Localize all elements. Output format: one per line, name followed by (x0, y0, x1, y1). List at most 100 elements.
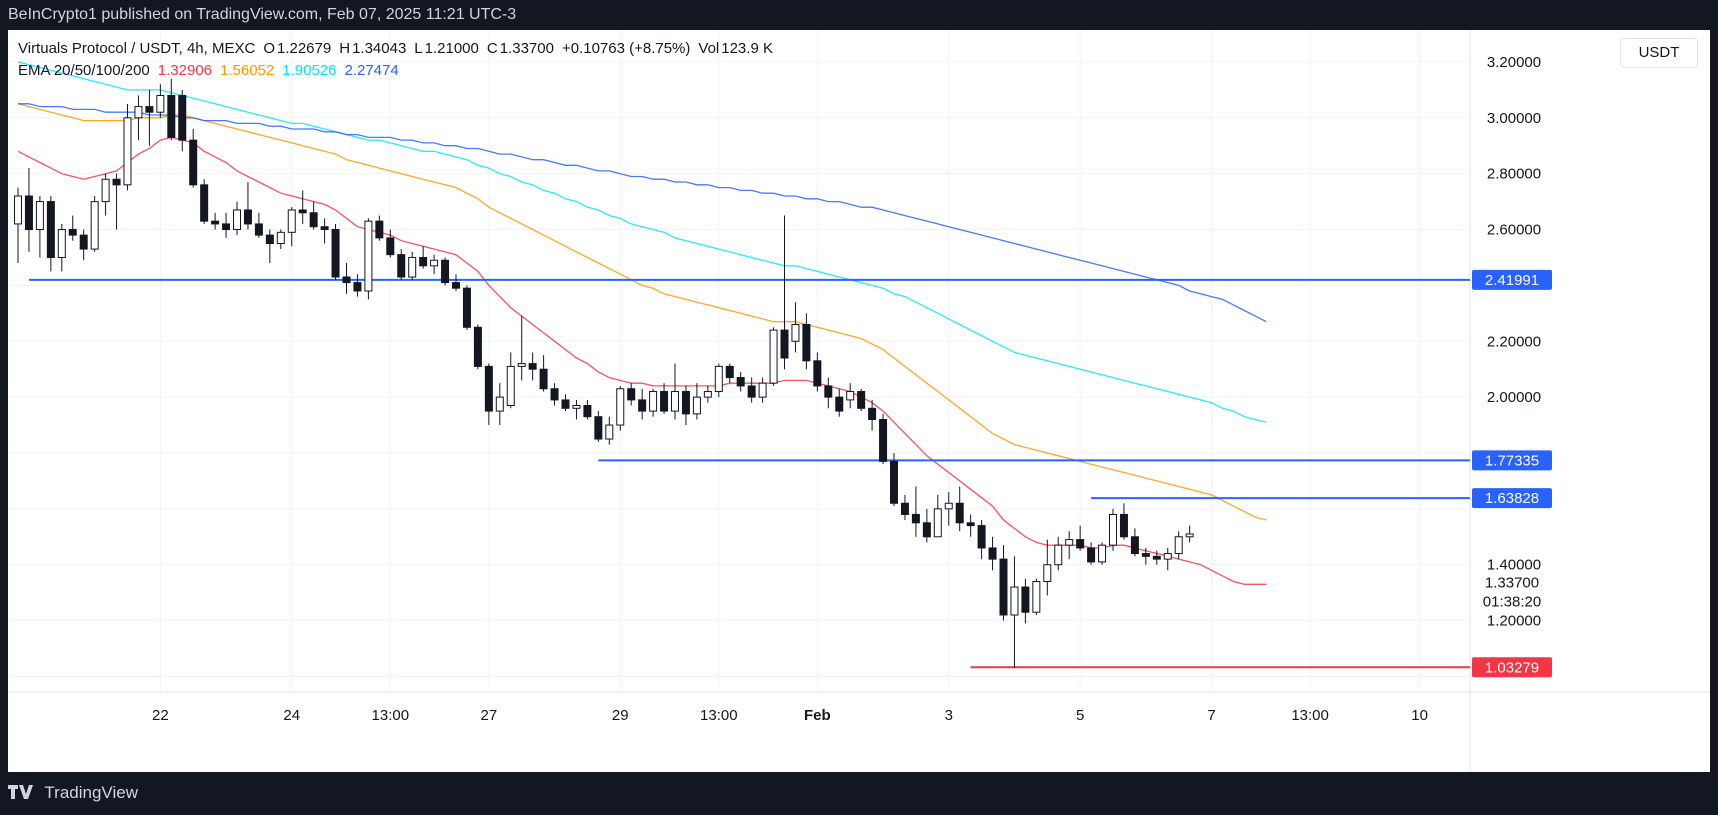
price-chart[interactable]: 3.20000 3.00000 2.80000 2.60000 2.20000 2.000… (8, 30, 1710, 772)
candle-body (430, 259, 439, 267)
chart-legend: Virtuals Protocol / USDT, 4h, MEXC O 1.226… (18, 38, 781, 82)
footer-brand: TradingView (44, 783, 138, 802)
candle-body (539, 368, 548, 390)
candle-body (933, 508, 942, 538)
candle-body (243, 209, 252, 225)
candle-body (254, 223, 263, 236)
candle-body (276, 231, 285, 244)
candle-body (1141, 553, 1150, 557)
ema-label[interactable]: EMA 20/50/100/200 (18, 62, 150, 79)
y-tick-label: 1.40000 (1487, 557, 1541, 574)
candle-body (353, 282, 362, 292)
candle-body (178, 94, 187, 141)
candle-body (692, 396, 701, 415)
change-value: +0.10763 (+8.75%) (561, 40, 691, 57)
candle-body (681, 391, 690, 415)
candle-body (911, 513, 920, 524)
candle-body (703, 391, 712, 398)
x-tick-label: 13:00 (1291, 707, 1329, 724)
candle-body (879, 418, 888, 462)
candle-body (791, 323, 800, 342)
candle-body (824, 385, 833, 398)
x-tick-label: 10 (1411, 707, 1428, 724)
level-badge-label: 1.03279 (1485, 659, 1539, 676)
candle-body (1174, 536, 1183, 555)
candle-body (922, 522, 931, 538)
x-tick-label: 5 (1076, 707, 1084, 724)
candle-body (309, 212, 318, 228)
candle-body (561, 399, 570, 409)
open-value: 1.22679 (276, 40, 332, 57)
candle-body (211, 220, 220, 225)
candle-body (846, 391, 855, 401)
candle-body (1152, 555, 1161, 560)
candle-body (364, 220, 373, 292)
y-tick-label: 3.00000 (1487, 110, 1541, 127)
candle-body (627, 388, 636, 401)
candle-body (988, 547, 997, 560)
x-tick-label: 27 (481, 707, 498, 724)
candle-body (1076, 539, 1085, 549)
candle-body (495, 396, 504, 412)
candle-body (35, 201, 44, 231)
candle-body (725, 365, 734, 379)
candle-body (452, 282, 460, 289)
candle-body (802, 323, 811, 362)
candle-body (287, 209, 296, 233)
candle-body (1119, 513, 1128, 538)
candle-body (649, 391, 658, 412)
candle-body (955, 502, 964, 524)
y-tick-label: 2.60000 (1487, 222, 1541, 239)
candle-body (1163, 553, 1172, 560)
x-tick-label: 24 (283, 707, 300, 724)
footer-bar: TradingView (0, 772, 1718, 814)
level-badge-label: 1.77335 (1485, 452, 1539, 469)
candle-body (24, 195, 33, 231)
candle-body (758, 382, 767, 398)
candle-body (890, 460, 898, 504)
ema-row: EMA 20/50/100/200 1.32906 1.56052 1.90526 2.… (18, 60, 781, 82)
y-tick-label: 2.20000 (1487, 333, 1541, 350)
candle-body (46, 201, 55, 258)
candle-body (408, 256, 417, 278)
publisher-text: BeInCrypto1 published on TradingView.com… (8, 6, 517, 23)
ema100-value: 1.90526 (282, 62, 337, 79)
candle-body (977, 525, 986, 549)
close-key: C (486, 40, 498, 57)
y-tick-label: 1.20000 (1487, 613, 1541, 630)
x-tick-label: 22 (152, 707, 169, 724)
candle-body (999, 558, 1008, 616)
candle-body (320, 226, 329, 231)
candle-body (375, 220, 384, 239)
candle-body (714, 365, 723, 393)
candle-body (79, 234, 88, 250)
candle-body (462, 287, 471, 328)
candle-body (1098, 544, 1107, 563)
candle-body (112, 178, 121, 186)
candle-body (473, 326, 482, 367)
candle-body (222, 223, 231, 231)
candle-body (550, 388, 559, 401)
candle-body (660, 391, 669, 412)
candle-body (868, 407, 877, 420)
candle-body (944, 502, 953, 510)
currency-button[interactable]: USDT (1620, 38, 1698, 68)
candle-body (123, 117, 132, 186)
ema20-value: 1.32906 (157, 62, 213, 79)
ema50-value: 1.56052 (220, 62, 275, 79)
chart-area[interactable]: 3.20000 3.00000 2.80000 2.60000 2.20000 2.000… (8, 30, 1710, 772)
symbol-label[interactable]: Virtuals Protocol / USDT, 4h, MEXC (18, 40, 256, 57)
level-badge (1472, 488, 1552, 509)
candle-body (813, 360, 822, 387)
candle-body (57, 229, 66, 258)
volume-key: Vol (698, 40, 720, 57)
candle-body (506, 365, 515, 407)
publisher-bar: BeInCrypto1 published on TradingView.com… (0, 0, 1718, 30)
y-tick-label: 3.20000 (1487, 54, 1541, 71)
high-key: H (339, 40, 351, 57)
candle-body (1043, 564, 1052, 582)
candle-body (1021, 586, 1030, 613)
candle-body (298, 209, 307, 214)
candle-body (1087, 547, 1096, 563)
candle-body (1054, 544, 1063, 566)
